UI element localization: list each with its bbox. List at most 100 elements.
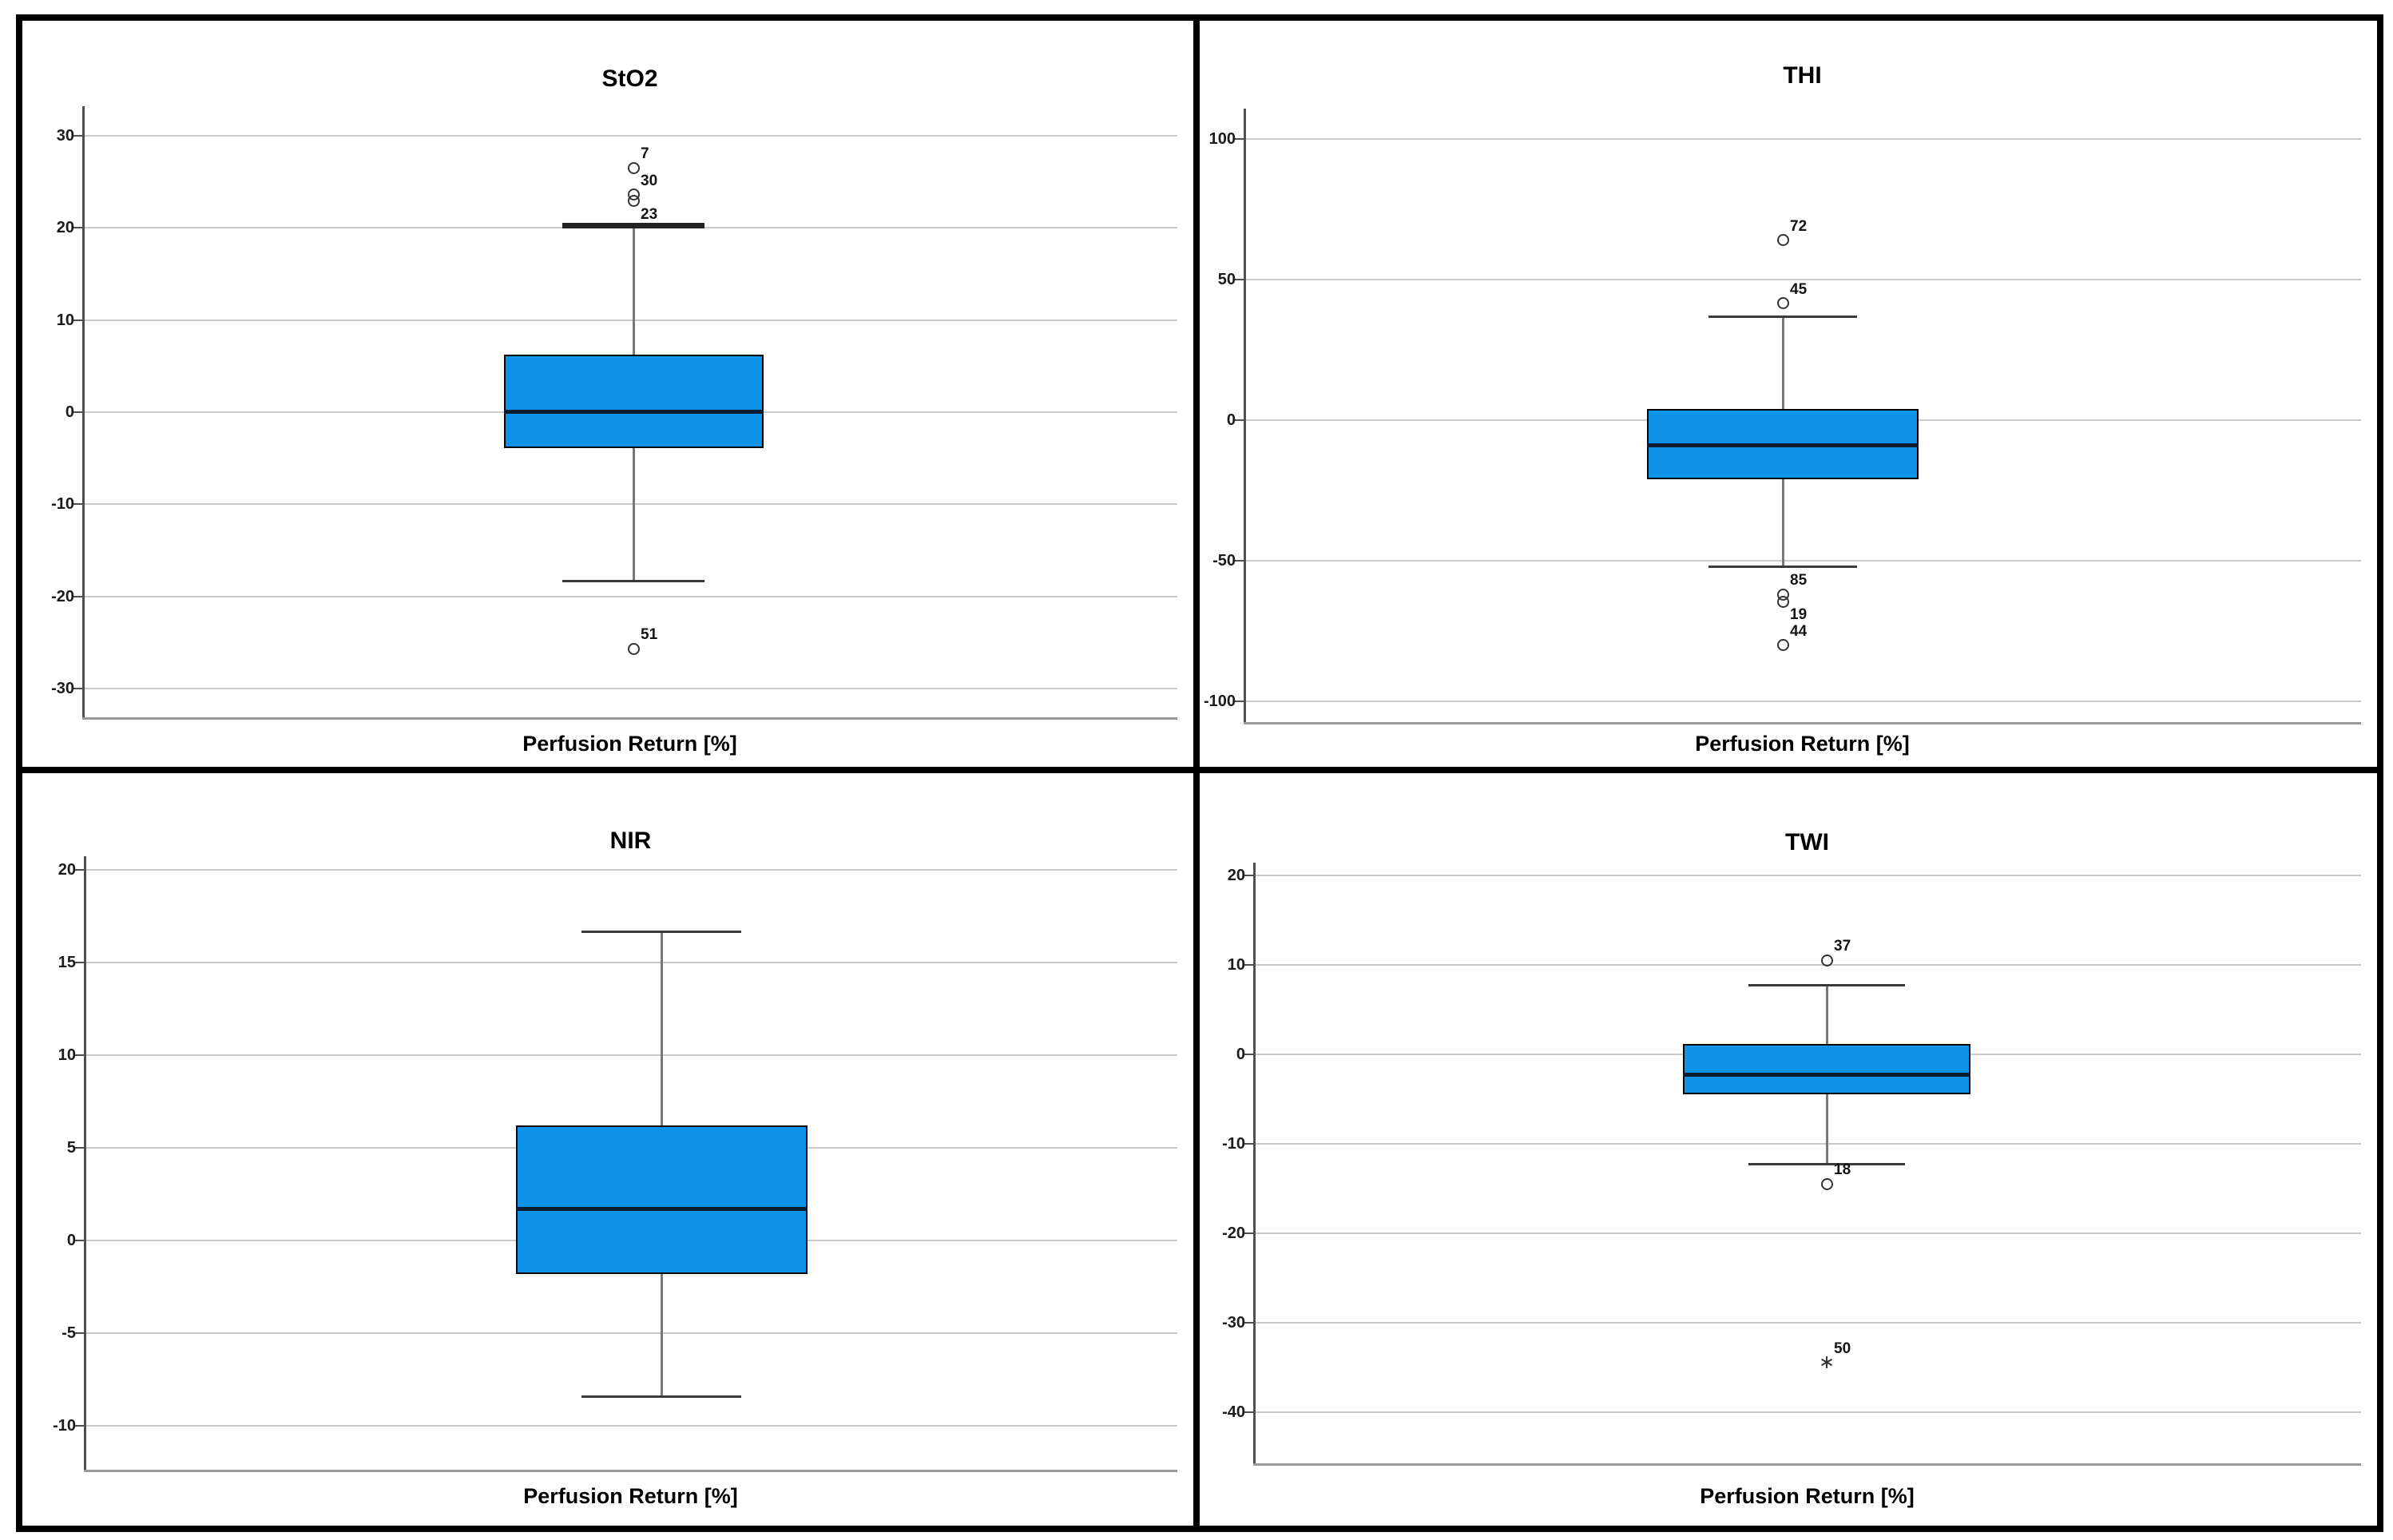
outlier-star-marker: ∗ [1819,1351,1835,1374]
y-tick-label: -10 [1222,1135,1245,1153]
median-line [503,410,764,415]
x-axis-line [82,717,1177,720]
y-tick-label: -100 [1203,693,1236,710]
x-axis-label-thi: Perfusion Return [%] [1695,732,1910,756]
y-gridline [1253,1232,2361,1234]
x-axis-label-sto2: Perfusion Return [%] [522,732,737,756]
y-tick-label: 0 [1236,1046,1245,1063]
y-tick-label: 100 [1208,130,1236,148]
plot-area-twi: 20 10 0 -10 -20 -30 -40 37 18 ∗ 50 [1200,773,2377,1526]
panel-sto2: StO2 30 20 10 0 -10 -20 -30 7 30 23 51 Perfusion R… [22,21,1200,773]
plot-area-thi: 100 50 0 -50 -100 72 45 85 19 44 [1200,21,2377,767]
y-gridline [84,962,1177,963]
y-tick-mark [1244,1143,1253,1145]
whisker-cap-bottom [1708,566,1857,569]
y-tick-mark [73,135,82,137]
whisker-cap-bottom [562,580,704,583]
outlier-case-label: 72 [1790,217,1808,235]
y-tick-label: -50 [1212,552,1236,570]
y-tick-mark [1244,1232,1253,1234]
y-gridline [1253,1143,2361,1145]
y-tick-mark [1244,1411,1253,1413]
y-tick-mark [73,595,82,597]
y-tick-mark [75,962,84,963]
y-gridline [1253,1322,2361,1324]
x-axis-label-twi: Perfusion Return [%] [1700,1484,1915,1508]
y-tick-label: 30 [56,127,74,145]
y-gridline [1253,875,2361,876]
y-tick-mark [73,411,82,413]
plot-area-nir: 20 15 10 5 0 -5 -10 [22,773,1193,1526]
y-tick-mark [73,227,82,229]
y-tick-label: -20 [51,587,74,605]
whisker-cap-bottom [581,1395,741,1398]
panel-title-twi: TWI [1785,829,1829,855]
y-gridline [82,319,1177,321]
plot-area-sto2: 30 20 10 0 -10 -20 -30 7 30 23 51 [22,21,1193,767]
x-axis-label-nir: Perfusion Return [%] [523,1484,738,1508]
y-tick-mark [73,503,82,506]
whisker-cap-top [581,930,741,933]
panel-twi: TWI 20 10 0 -10 -20 -30 -40 37 18 ∗ 50 Perfusion R… [1200,773,2377,1526]
outlier-circle-marker [1776,297,1789,310]
whisker-cap-bottom [1748,1162,1905,1165]
y-tick-label: 5 [66,1139,76,1157]
y-axis-line [84,856,86,1470]
panel-title-thi: THI [1783,62,1822,89]
whisker-cap-top [562,222,704,228]
y-tick-label: 20 [1227,867,1245,884]
median-line [1647,443,1919,448]
y-tick-mark [1235,419,1244,421]
x-axis-line [1253,1463,2361,1466]
y-tick-label: -40 [1222,1403,1245,1421]
panel-thi: THI 100 50 0 -50 -100 72 45 85 19 44 Perfusion Re… [1200,21,2377,773]
outlier-circle-marker [1776,234,1789,247]
y-tick-label: 15 [58,954,76,971]
y-tick-label: -20 [1222,1224,1245,1242]
y-tick-mark [73,687,82,689]
y-gridline [82,595,1177,597]
outlier-case-label: 51 [641,626,658,644]
outlier-case-label: 30 [641,172,658,189]
y-tick-mark [75,1240,84,1241]
outlier-circle-marker [627,642,640,655]
y-tick-label: 10 [58,1046,76,1064]
y-tick-label: 10 [1227,956,1245,974]
y-axis-line [82,106,85,717]
y-gridline [84,1425,1177,1427]
y-tick-mark [1235,701,1244,702]
y-tick-label: 20 [58,861,76,879]
outlier-circle-marker [1820,1177,1833,1190]
whisker-cap-top [1748,983,1905,986]
outlier-case-label: 44 [1790,622,1808,640]
iqr-box [515,1125,808,1274]
y-gridline [84,1332,1177,1334]
outlier-circle-marker [1776,595,1789,608]
y-gridline [1253,1411,2361,1413]
y-gridline [1244,560,2361,562]
outlier-circle-marker [627,161,640,174]
y-tick-mark [1244,875,1253,876]
y-tick-label: 10 [56,311,74,329]
outlier-case-label: 23 [641,205,658,223]
y-tick-label: 20 [56,219,74,237]
y-tick-mark [1235,560,1244,562]
panel-title-nir: NIR [609,828,652,854]
y-gridline [84,1054,1177,1056]
boxplot-figure-frame: StO2 30 20 10 0 -10 -20 -30 7 30 23 51 Perfusion R… [16,14,2383,1532]
y-gridline [82,687,1177,689]
outlier-case-label: 7 [641,145,649,163]
outlier-case-label: 37 [1834,938,1851,955]
y-tick-mark [73,319,82,321]
y-tick-label: 50 [1217,271,1236,288]
y-tick-label: 0 [65,403,74,421]
outlier-case-label: 50 [1834,1340,1851,1358]
y-tick-mark [75,1425,84,1427]
y-tick-label: -10 [51,495,74,514]
y-gridline [1253,964,2361,966]
y-gridline [1244,701,2361,702]
iqr-box [1683,1043,1970,1095]
outlier-circle-marker [1776,639,1789,652]
y-axis-line [1244,109,1246,722]
y-tick-label: 0 [1226,411,1236,429]
